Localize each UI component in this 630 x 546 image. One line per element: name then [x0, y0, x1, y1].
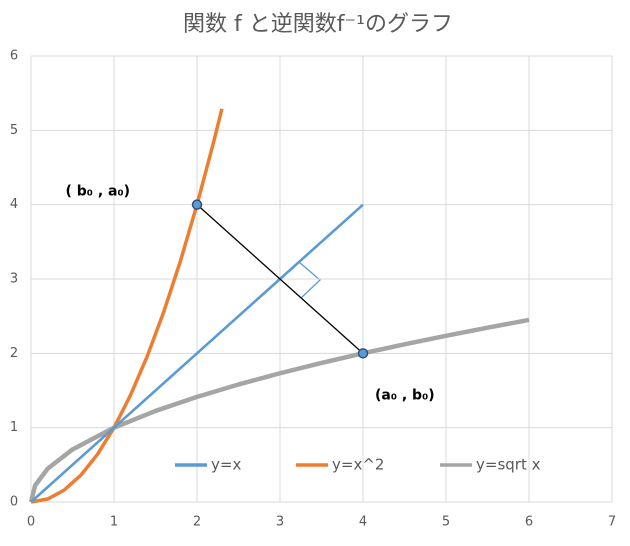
annotation: (a₀ , b₀) — [375, 387, 435, 403]
legend-label: y=x — [211, 456, 241, 474]
legend-label: y=sqrt x — [476, 456, 541, 474]
annotation: ( b₀ , a₀) — [66, 184, 130, 200]
point-marker — [191, 199, 203, 210]
x-tick-label: 2 — [193, 515, 201, 530]
y-tick-label: 4 — [10, 197, 18, 212]
point-marker — [357, 348, 369, 359]
x-tick-label: 6 — [525, 515, 533, 530]
x-tick-label: 7 — [608, 515, 616, 530]
y-tick-label: 6 — [10, 49, 18, 64]
x-tick-label: 3 — [276, 515, 284, 530]
perpendicular-segment — [196, 204, 364, 354]
x-tick-label: 5 — [442, 515, 450, 530]
y-tick-label: 2 — [10, 346, 18, 361]
legend-label: y=x^2 — [332, 456, 384, 474]
series-line — [30, 108, 224, 504]
x-tick-label: 1 — [110, 515, 118, 530]
series-line — [30, 203, 364, 503]
y-tick-label: 3 — [10, 272, 18, 287]
x-tick-label: 0 — [27, 515, 35, 530]
right-angle-mark — [298, 261, 321, 299]
y-tick-label: 1 — [10, 420, 18, 435]
chart-title: 関数 f と逆関数f⁻¹のグラフ — [183, 12, 453, 37]
y-tick-label: 5 — [10, 123, 18, 138]
grid — [30, 55, 613, 503]
series-line — [28, 317, 530, 503]
y-tick-label: 0 — [10, 495, 18, 510]
x-tick-label: 4 — [359, 515, 367, 530]
